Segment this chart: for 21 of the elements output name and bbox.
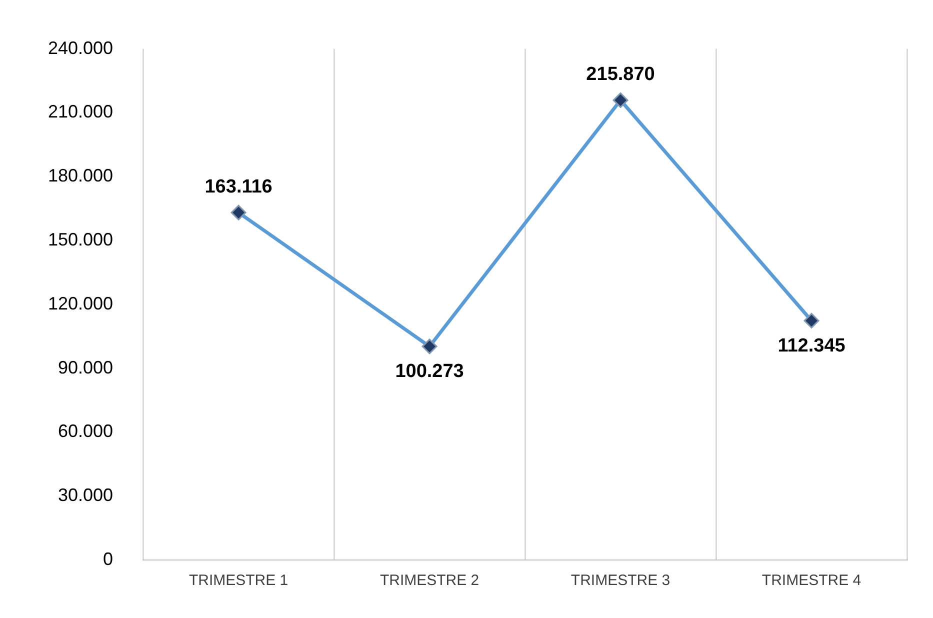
- y-tick-label: 240.000: [48, 38, 114, 58]
- x-tick-label: TRIMESTRE 2: [380, 572, 480, 590]
- data-label: 100.273: [395, 361, 464, 382]
- x-tick-label: TRIMESTRE 3: [570, 572, 670, 590]
- data-label: 112.345: [778, 335, 846, 356]
- y-tick-label: 30.000: [58, 485, 114, 506]
- point: [230, 204, 246, 220]
- y-tick-label: 180.000: [48, 166, 114, 186]
- data-label: 163.116: [204, 176, 272, 198]
- point: [612, 92, 628, 108]
- data-label: 215.870: [586, 64, 655, 85]
- y-tick-label: 150.000: [48, 229, 114, 250]
- point: [422, 338, 438, 354]
- y-tick-label: 90.000: [58, 357, 114, 378]
- y-tick-label: 120.000: [48, 293, 114, 314]
- y-tick-label: 210.000: [48, 102, 114, 122]
- y-tick-label: 60.000: [58, 421, 114, 442]
- point: [804, 312, 820, 328]
- x-tick-label: TRIMESTRE 4: [762, 572, 862, 590]
- y-tick-label: 0: [103, 548, 114, 569]
- x-tick-label: TRIMESTRE 1: [188, 572, 288, 590]
